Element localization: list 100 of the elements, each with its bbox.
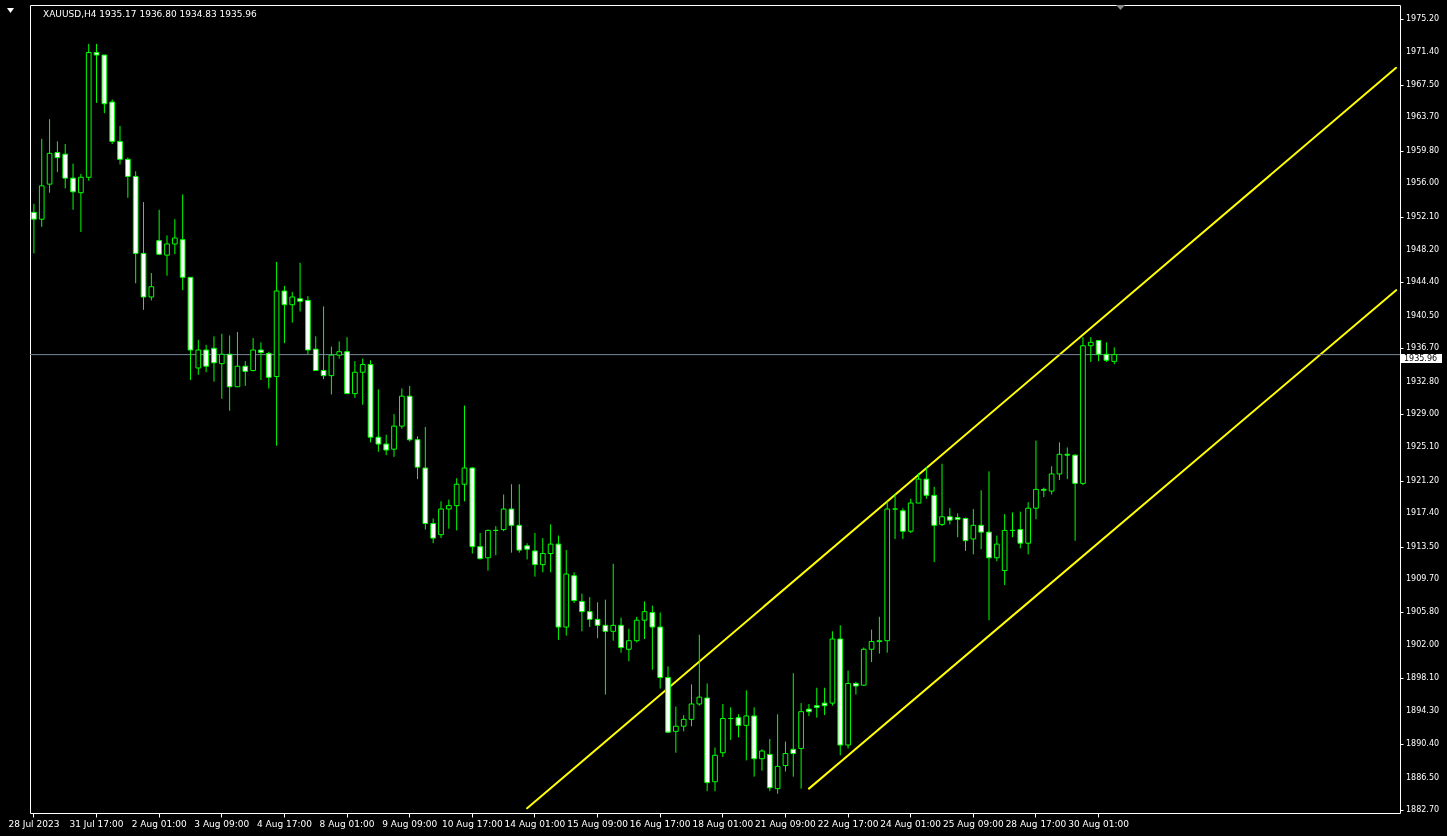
candlestick: [1087, 336, 1094, 363]
y-tick-label: 1967.50: [1406, 79, 1440, 89]
candlestick: [993, 535, 1000, 562]
y-tick-label: 1929.00: [1406, 409, 1440, 419]
candlestick: [391, 413, 397, 458]
candlestick: [790, 672, 797, 778]
candlestick: [430, 517, 437, 544]
candlestick: [445, 499, 452, 530]
candlestick: [586, 596, 593, 628]
ref-line-label: 1935.96: [1404, 353, 1438, 363]
candlestick: [164, 234, 170, 277]
candlestick: [1033, 440, 1039, 520]
candlestick: [250, 337, 256, 372]
y-tick-label: 1948.20: [1406, 244, 1440, 254]
y-tick-label: 1959.80: [1406, 145, 1440, 155]
y-tick-label: 1975.20: [1406, 14, 1440, 24]
candlestick: [258, 341, 264, 381]
x-tick-label: 28 Jul 2023: [8, 818, 60, 829]
x-tick-label: 30 Aug 01:00: [1068, 818, 1130, 829]
y-tick-label: 1952.10: [1406, 211, 1440, 221]
candlestick: [383, 434, 390, 456]
candlestick: [539, 537, 546, 573]
x-tick-label: 31 Jul 17:00: [69, 818, 124, 829]
candlestick: [954, 512, 961, 538]
candlestick: [171, 218, 178, 255]
candlestick: [289, 291, 296, 324]
x-tick-label: 16 Aug 17:00: [629, 818, 691, 829]
candlestick: [939, 463, 945, 527]
x-tick-label: 22 Aug 17:00: [817, 818, 879, 829]
y-tick-label: 1963.70: [1406, 112, 1440, 122]
x-tick-label: 4 Aug 17:00: [256, 818, 313, 829]
x-tick-label: 28 Aug 17:00: [1005, 818, 1067, 829]
candlestick: [1017, 511, 1024, 549]
candlestick: [62, 143, 69, 189]
y-tick-label: 1902.00: [1406, 639, 1440, 649]
candlestick: [117, 125, 123, 165]
y-tick-label: 1894.30: [1406, 705, 1440, 715]
y-tick-label: 1913.50: [1406, 541, 1440, 551]
x-tick-label: 21 Aug 09:00: [755, 818, 817, 829]
x-tick-label: 15 Aug 09:00: [567, 818, 629, 829]
candlestick: [359, 358, 366, 406]
y-tick-label: 1944.40: [1406, 277, 1440, 287]
candlestick: [673, 706, 679, 754]
candlestick: [579, 593, 585, 632]
candlestick: [524, 542, 530, 560]
candlestick: [352, 360, 358, 399]
candlestick: [806, 703, 812, 717]
candlestick: [610, 563, 617, 642]
candlestick: [218, 333, 225, 400]
x-tick-label: 18 Aug 01:00: [692, 818, 754, 829]
chart-title: XAUUSD,H4 1935.17 1936.80 1934.83 1935.96: [43, 9, 258, 19]
x-tick-label: 2 Aug 01:00: [131, 818, 187, 829]
y-tick-label: 1936.70: [1406, 343, 1440, 353]
candlestick: [532, 532, 538, 578]
candlestick: [633, 616, 640, 643]
y-tick-label: 1882.70: [1406, 805, 1440, 815]
x-tick-label: 14 Aug 01:00: [504, 818, 566, 829]
candlestick: [211, 335, 217, 383]
y-tick-label: 1890.40: [1406, 739, 1440, 749]
candlestick: [947, 507, 953, 525]
candlestick: [978, 489, 985, 550]
y-tick-label: 1905.80: [1406, 607, 1440, 617]
candlestick: [242, 360, 249, 387]
y-tick-label: 1909.70: [1406, 574, 1440, 584]
x-tick-label: 9 Aug 09:00: [382, 818, 438, 829]
y-tick-label: 1956.00: [1406, 178, 1440, 188]
y-tick-label: 1917.40: [1406, 508, 1440, 518]
candlestick: [853, 681, 859, 696]
candlestick: [312, 335, 319, 372]
candlestick: [70, 163, 76, 211]
x-tick-label: 3 Aug 09:00: [194, 818, 250, 829]
y-tick-label: 1940.50: [1406, 310, 1440, 320]
candlestick: [626, 628, 632, 662]
candlestick: [297, 262, 303, 313]
candlestick: [782, 741, 789, 773]
candlestick: [477, 532, 483, 560]
y-tick-label: 1925.10: [1406, 442, 1440, 452]
candlestick: [813, 687, 820, 719]
x-tick-label: 25 Aug 09:00: [943, 818, 1004, 829]
y-tick-label: 1921.20: [1406, 475, 1440, 485]
candlestick: [774, 713, 781, 795]
candlestick: [743, 689, 750, 761]
candlestick: [78, 173, 84, 233]
candlestick: [125, 157, 131, 199]
candlestick: [735, 713, 742, 738]
y-tick-label: 1898.10: [1406, 673, 1440, 683]
y-tick-label: 1971.40: [1406, 46, 1440, 56]
candlestick: [618, 617, 624, 654]
candlestick: [195, 339, 202, 376]
candlestick: [203, 344, 209, 373]
x-tick-label: 24 Aug 01:00: [880, 818, 942, 829]
candlestick: [265, 351, 272, 389]
y-tick-label: 1886.50: [1406, 772, 1440, 782]
y-tick-label: 1932.80: [1406, 376, 1440, 386]
candlestick: [156, 209, 163, 256]
x-tick-label: 8 Aug 01:00: [319, 818, 375, 829]
x-tick-label: 10 Aug 17:00: [441, 818, 503, 829]
candlestick: [900, 507, 906, 540]
candlestick: [759, 748, 765, 772]
candlestick: [1064, 446, 1071, 480]
